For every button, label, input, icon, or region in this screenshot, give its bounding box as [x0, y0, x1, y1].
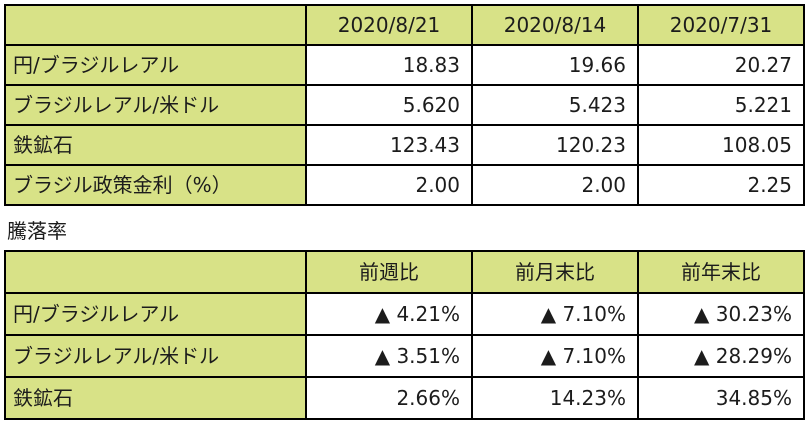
date-column-header: 2020/7/31	[637, 4, 805, 46]
change-value: ▲ 7.10%	[471, 292, 639, 336]
metric-label: 円/ブラジルレアル	[4, 44, 307, 86]
change-value: ▲ 28.29%	[637, 334, 805, 378]
change-value: ▲ 7.10%	[471, 334, 639, 378]
table-row: 鉄鉱石 2.66% 14.23% 34.85%	[4, 376, 805, 420]
table-row: 円/ブラジルレアル ▲ 4.21% ▲ 7.10% ▲ 30.23%	[4, 292, 805, 336]
price-value: 5.620	[305, 84, 473, 126]
period-column-header: 前月末比	[471, 250, 639, 294]
date-column-header: 2020/8/14	[471, 4, 639, 46]
table-row: ブラジルレアル/米ドル 5.620 5.423 5.221	[4, 84, 805, 126]
price-value: 5.423	[471, 84, 639, 126]
price-table-header-row: 2020/8/21 2020/8/14 2020/7/31	[4, 4, 805, 46]
date-column-header: 2020/8/21	[305, 4, 473, 46]
change-value: 2.66%	[305, 376, 473, 420]
change-value: 14.23%	[471, 376, 639, 420]
section-title: 騰落率	[7, 219, 67, 243]
corner-cell	[4, 250, 307, 294]
metric-label: 円/ブラジルレアル	[4, 292, 307, 336]
metric-label: ブラジル政策金利（%）	[4, 164, 307, 206]
period-column-header: 前週比	[305, 250, 473, 294]
price-value: 19.66	[471, 44, 639, 86]
price-value: 123.43	[305, 124, 473, 166]
price-value: 2.25	[637, 164, 805, 206]
change-value: ▲ 4.21%	[305, 292, 473, 336]
table-row: ブラジルレアル/米ドル ▲ 3.51% ▲ 7.10% ▲ 28.29%	[4, 334, 805, 378]
table-row: 円/ブラジルレアル 18.83 19.66 20.27	[4, 44, 805, 86]
change-value: 34.85%	[637, 376, 805, 420]
change-value: ▲ 30.23%	[637, 292, 805, 336]
price-value: 20.27	[637, 44, 805, 86]
table-row: 鉄鉱石 123.43 120.23 108.05	[4, 124, 805, 166]
price-value: 2.00	[305, 164, 473, 206]
period-column-header: 前年末比	[637, 250, 805, 294]
change-table-header-row: 前週比 前月末比 前年末比	[4, 250, 805, 294]
metric-label: ブラジルレアル/米ドル	[4, 334, 307, 378]
change-value: ▲ 3.51%	[305, 334, 473, 378]
metric-label: 鉄鉱石	[4, 376, 307, 420]
metric-label: 鉄鉱石	[4, 124, 307, 166]
price-value: 2.00	[471, 164, 639, 206]
price-table: 2020/8/21 2020/8/14 2020/7/31 円/ブラジルレアル …	[4, 4, 805, 206]
corner-cell	[4, 4, 307, 46]
change-table: 前週比 前月末比 前年末比 円/ブラジルレアル ▲ 4.21% ▲ 7.10% …	[4, 250, 805, 420]
price-value: 108.05	[637, 124, 805, 166]
metric-label: ブラジルレアル/米ドル	[4, 84, 307, 126]
table-row: ブラジル政策金利（%） 2.00 2.00 2.25	[4, 164, 805, 206]
price-value: 18.83	[305, 44, 473, 86]
price-value: 5.221	[637, 84, 805, 126]
price-value: 120.23	[471, 124, 639, 166]
